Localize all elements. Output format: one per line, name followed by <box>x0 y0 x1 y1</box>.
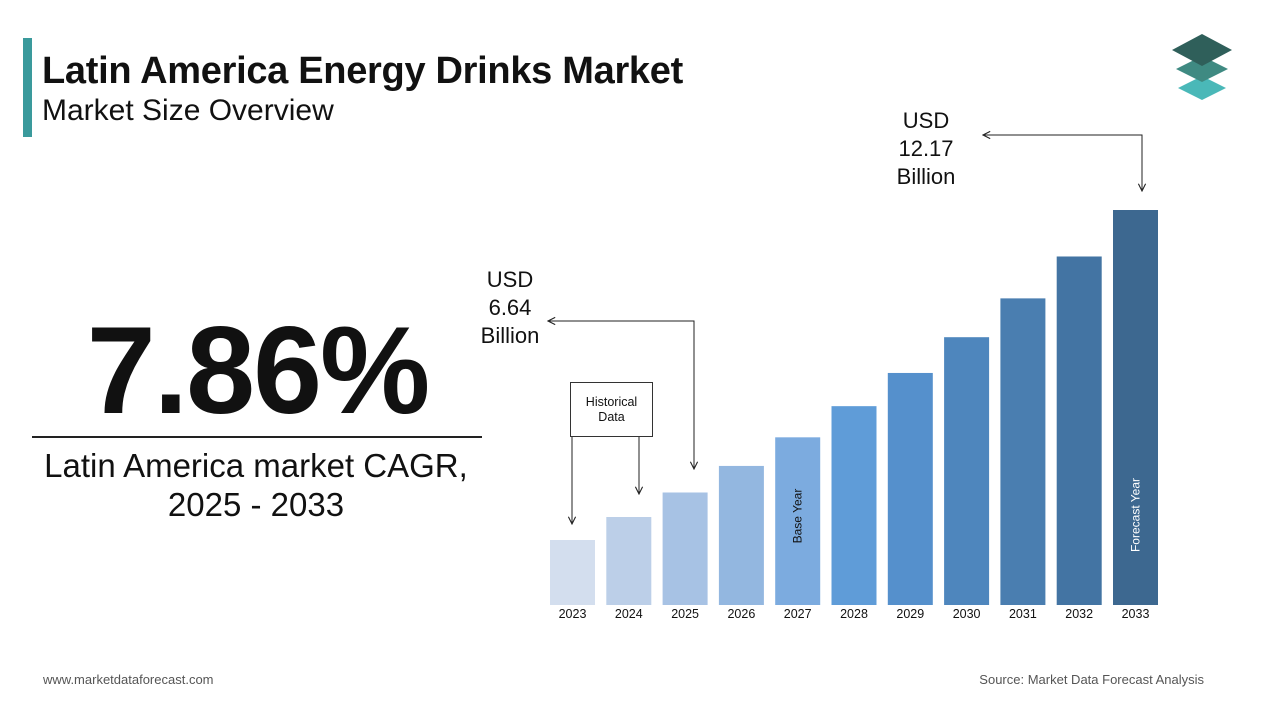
x-tick-2031: 2031 <box>1009 607 1037 621</box>
bar-2026 <box>718 465 764 605</box>
x-tick-2033: 2033 <box>1122 607 1150 621</box>
end-value-unit: Billion <box>896 164 956 189</box>
bar-2033 <box>1113 210 1158 605</box>
x-tick-2032: 2032 <box>1065 607 1093 621</box>
end-value-callout: USD 12.17 Billion <box>880 107 972 191</box>
cagr-value: 7.86% <box>86 302 431 440</box>
page-subtitle: Market Size Overview <box>42 94 334 127</box>
bar-annotation-2033: Forecast Year <box>1129 478 1143 552</box>
cagr-label-line2: 2025 - 2033 <box>167 486 345 523</box>
historical-label-line1: Historical <box>585 394 638 409</box>
x-tick-2027: 2027 <box>784 607 812 621</box>
bar-2023 <box>550 540 595 605</box>
bar-2032 <box>1056 256 1102 605</box>
cagr-label-line1: Latin America market CAGR, <box>44 447 468 484</box>
cagr-divider <box>32 436 482 438</box>
website-link[interactable]: www.marketdataforecast.com <box>43 672 214 687</box>
end-value-amount: 12.17 <box>898 136 954 161</box>
bar-2028 <box>831 406 877 605</box>
historical-data-box: Historical Data <box>570 382 653 437</box>
start-value-arrow <box>548 321 694 469</box>
bar-2027 <box>775 437 821 605</box>
x-tick-2025: 2025 <box>671 607 699 621</box>
start-value-unit: Billion <box>480 323 540 348</box>
x-tick-2024: 2024 <box>615 607 643 621</box>
title-accent-bar <box>23 38 32 137</box>
page-title: Latin America Energy Drinks Market <box>42 50 683 92</box>
bar-2031 <box>1000 298 1046 605</box>
x-tick-2030: 2030 <box>953 607 981 621</box>
end-value-currency: USD <box>902 108 950 133</box>
layers-logo-icon <box>1172 34 1232 100</box>
start-value-amount: 6.64 <box>488 295 532 320</box>
x-tick-2028: 2028 <box>840 607 868 621</box>
bar-2029 <box>887 372 933 605</box>
x-tick-2029: 2029 <box>896 607 924 621</box>
end-value-arrow <box>983 135 1142 191</box>
x-tick-2026: 2026 <box>727 607 755 621</box>
bar-2025 <box>662 492 708 605</box>
bar-annotation-2027: Base Year <box>791 489 805 544</box>
start-value-callout: USD 6.64 Billion <box>470 266 550 350</box>
bar-2024 <box>606 517 652 605</box>
start-value-currency: USD <box>486 267 534 292</box>
historical-label-line2: Data <box>598 409 625 424</box>
cagr-label: Latin America market CAGR, 2025 - 2033 <box>0 446 512 524</box>
bar-2030 <box>944 337 990 605</box>
x-tick-2023: 2023 <box>559 607 587 621</box>
source-note: Source: Market Data Forecast Analysis <box>979 672 1204 687</box>
